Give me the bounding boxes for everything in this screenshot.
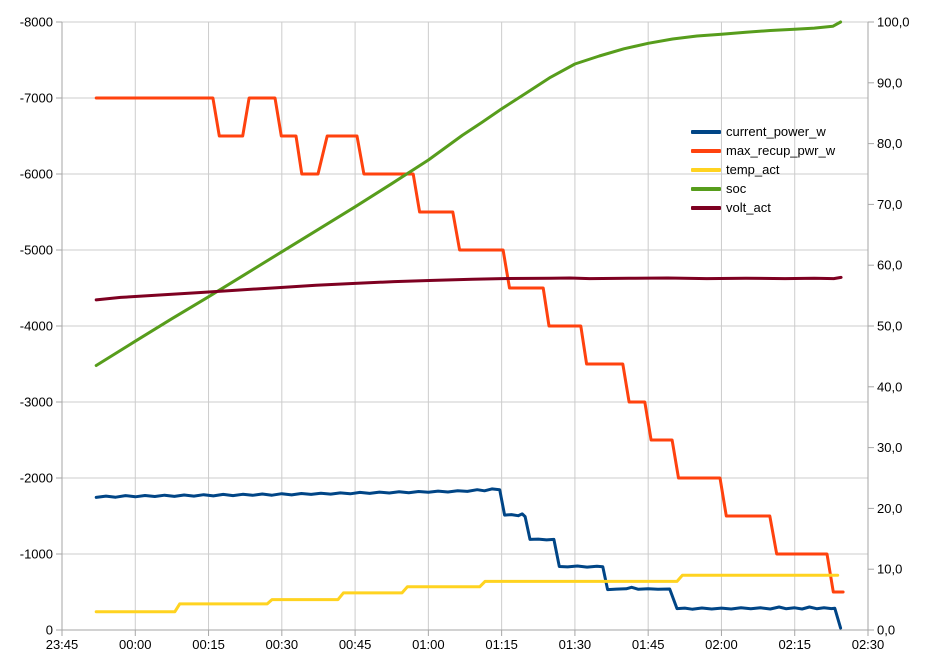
right-tick-label: 50,0 bbox=[877, 319, 902, 334]
right-tick-label: 70,0 bbox=[877, 197, 902, 212]
right-tick-label: 0,0 bbox=[877, 623, 895, 638]
x-tick-label: 02:15 bbox=[778, 637, 811, 652]
x-tick-label: 01:45 bbox=[632, 637, 665, 652]
legend-swatch-soc bbox=[691, 186, 721, 191]
series-line-max_recup_pwr_w bbox=[94, 96, 845, 594]
legend-item-soc: soc bbox=[691, 179, 835, 198]
legend-swatch-current-power-w bbox=[691, 129, 721, 134]
x-tick-label: 00:30 bbox=[266, 637, 299, 652]
right-tick-label: 60,0 bbox=[877, 258, 902, 273]
legend-label: current_power_w bbox=[726, 124, 826, 139]
right-tick-label: 30,0 bbox=[877, 440, 902, 455]
left-axis-labels: -8000 -7000 -6000 -5000 -4000 -3000 -2000 -1000… bbox=[20, 15, 62, 638]
legend-item-volt-act: volt_act bbox=[691, 198, 835, 217]
legend-label: temp_act bbox=[726, 162, 780, 177]
left-tick-label: -2000 bbox=[20, 471, 53, 486]
legend-item-current-power-w: current_power_w bbox=[691, 122, 835, 141]
right-tick-label: 10,0 bbox=[877, 562, 902, 577]
legend-swatch-volt-act bbox=[691, 205, 721, 210]
legend-item-temp-act: temp_act bbox=[691, 160, 835, 179]
gridlines bbox=[62, 21, 868, 630]
series-line-temp_act bbox=[94, 573, 840, 614]
right-axis-labels: 100,0 90,0 80,0 70,0 60,0 50,0 40,0 30,0 20,0 10,… bbox=[868, 15, 910, 638]
x-tick-label: 00:00 bbox=[119, 637, 152, 652]
legend-label: volt_act bbox=[726, 200, 771, 215]
left-tick-label: -5000 bbox=[20, 243, 53, 258]
x-axis-labels: 23:45 00:00 00:15 00:30 00:45 01:00 01:15 01:30… bbox=[46, 630, 885, 652]
x-tick-label: 01:15 bbox=[485, 637, 518, 652]
right-tick-label: 40,0 bbox=[877, 379, 902, 394]
x-tick-label: 00:45 bbox=[339, 637, 372, 652]
left-tick-label: -1000 bbox=[20, 547, 53, 562]
x-tick-label: 00:15 bbox=[192, 637, 225, 652]
left-tick-label: -3000 bbox=[20, 395, 53, 410]
series-line-current_power_w bbox=[94, 487, 843, 630]
legend-swatch-temp-act bbox=[691, 167, 721, 172]
series bbox=[94, 20, 845, 630]
x-tick-label: 23:45 bbox=[46, 637, 79, 652]
x-tick-label: 01:30 bbox=[559, 637, 592, 652]
right-tick-label: 100,0 bbox=[877, 15, 910, 30]
series-line-soc bbox=[94, 20, 843, 367]
left-tick-label: 0 bbox=[46, 623, 53, 638]
right-tick-label: 20,0 bbox=[877, 501, 902, 516]
legend: current_power_w max_recup_pwr_w temp_act… bbox=[691, 122, 835, 217]
right-tick-label: 90,0 bbox=[877, 75, 902, 90]
legend-swatch-max-recup-pwr-w bbox=[691, 148, 721, 153]
x-tick-label: 02:00 bbox=[705, 637, 738, 652]
legend-label: max_recup_pwr_w bbox=[726, 143, 836, 158]
left-tick-label: -8000 bbox=[20, 15, 53, 30]
legend-label: soc bbox=[726, 181, 747, 196]
x-tick-label: 02:30 bbox=[852, 637, 885, 652]
right-tick-label: 80,0 bbox=[877, 136, 902, 151]
left-tick-label: -7000 bbox=[20, 91, 53, 106]
left-tick-label: -4000 bbox=[20, 319, 53, 334]
legend-item-max-recup-pwr-w: max_recup_pwr_w bbox=[691, 141, 835, 160]
series-line-volt_act bbox=[94, 275, 843, 302]
x-tick-label: 01:00 bbox=[412, 637, 445, 652]
left-tick-label: -6000 bbox=[20, 167, 53, 182]
